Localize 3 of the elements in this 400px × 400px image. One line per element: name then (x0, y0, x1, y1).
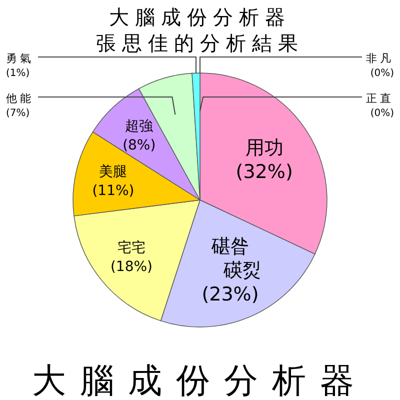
subtitle: 張思佳的分析結果 (96, 31, 304, 55)
title: 大腦成份分析器 (109, 5, 291, 29)
annotation: 大腦成份分析器 (32, 361, 368, 400)
